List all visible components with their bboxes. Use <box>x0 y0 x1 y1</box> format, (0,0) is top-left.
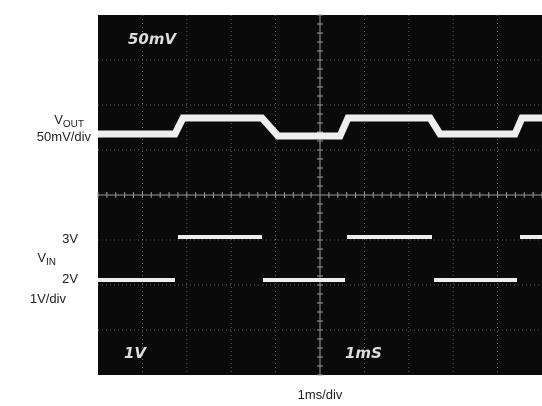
scope-grid <box>97 14 542 376</box>
vin-high: 3V <box>62 231 78 246</box>
vout-label: VOUT <box>54 112 84 130</box>
vout-trace <box>98 114 542 140</box>
label-sub: OUT <box>63 119 84 130</box>
screen-label: 1mS <box>345 344 382 362</box>
label-main: V <box>54 112 63 127</box>
screen-label: 1V <box>124 344 147 362</box>
screen-label: 50mV <box>128 30 178 48</box>
vin-label: VIN <box>37 250 56 268</box>
time-scale: 1ms/div <box>298 387 343 402</box>
label-sub: IN <box>46 257 56 268</box>
vout-scale: 50mV/div <box>37 129 92 144</box>
label-main: V <box>37 250 46 265</box>
vin-trace <box>98 235 542 282</box>
vin-scale: 1V/div <box>30 291 67 306</box>
vin-low: 2V <box>62 271 78 286</box>
